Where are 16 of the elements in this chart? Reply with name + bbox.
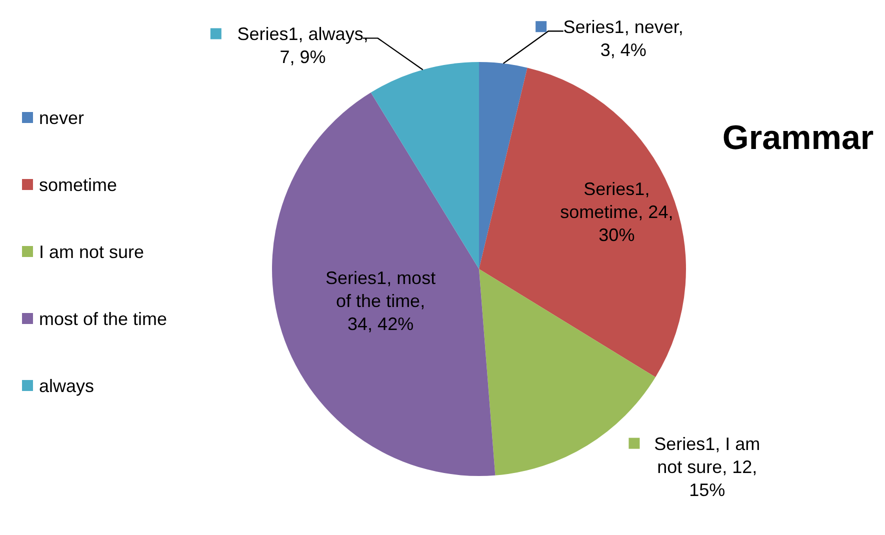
pie-slice [479,269,656,476]
data-label: Series1, most of the time, 34, 42% [326,268,436,334]
legend-label: never [39,108,84,128]
pie-slice [479,68,686,378]
legend-label: always [39,376,94,396]
data-label: Series1, I am not sure, 12, 15% [654,434,760,500]
data-label: Series1, never, 3, 4% [563,17,684,60]
text: Grammar [722,119,874,157]
legend-label: most of the time [39,309,168,329]
pie-slice [479,62,528,269]
legend-label: sometime [39,175,118,195]
data-label: Series1, always, 7, 9% [237,24,368,68]
pie-slice [272,92,496,476]
pie-slice [370,62,479,269]
legend-label: I am not sure [39,242,144,262]
data-label: Series1, sometime, 24, 30% [560,178,674,245]
